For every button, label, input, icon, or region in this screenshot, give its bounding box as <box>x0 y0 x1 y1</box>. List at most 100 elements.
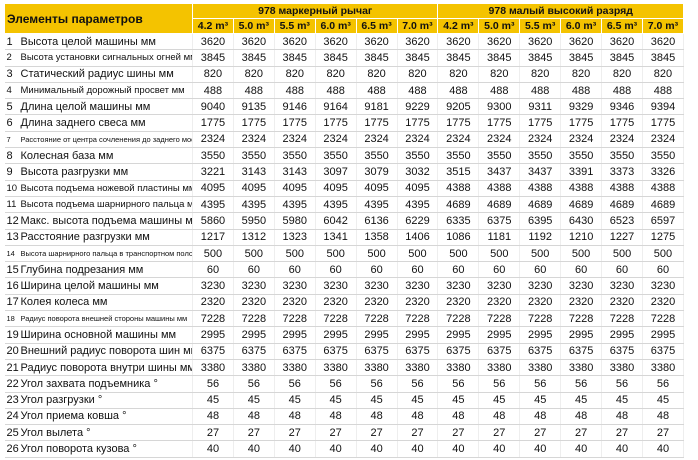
value-cell: 3373 <box>601 163 643 181</box>
value-cell: 3620 <box>315 33 357 51</box>
value-cell: 3620 <box>601 33 643 51</box>
table-row: 2 Высота установки сигнальных огней мм 384… <box>4 49 685 67</box>
value-cell: 3845 <box>478 49 521 67</box>
value-cell: 3380 <box>642 359 685 377</box>
table-row: 19 Ширина основной машины мм 2995 2995 2995 2… <box>4 326 685 344</box>
table-row: 15 Глубина подрезания мм 60 60 60 60 60 60 60 60 6… <box>4 261 685 279</box>
value-cell: 500 <box>437 245 480 263</box>
value-cell: 7228 <box>356 310 398 328</box>
value-cell: 3550 <box>233 147 275 165</box>
value-cell: 27 <box>192 424 234 442</box>
row-number: 8 <box>6 149 13 162</box>
value-cell: 45 <box>274 392 316 409</box>
value-cell: 45 <box>478 392 521 409</box>
value-cell: 3550 <box>356 147 398 165</box>
row-label: Макс. высота подъема машины мм <box>20 214 193 227</box>
row-label: Радиус поворота внутри шины мм <box>20 361 193 374</box>
table-row: 13 Расстояние разгрузки мм 1217 1312 1323 134… <box>4 229 685 246</box>
value-cell: 488 <box>274 82 316 100</box>
value-cell: 2320 <box>478 294 521 312</box>
value-cell: 6375 <box>478 212 521 230</box>
value-cell: 40 <box>315 440 357 458</box>
spec-table: Элементы параметров 978 маркерный рычаг 97… <box>4 3 685 458</box>
value-cell: 820 <box>233 66 275 83</box>
table-row: 23 Угол разгрузки ° 45 45 45 45 45 45 45 45 45 45 45… <box>4 392 685 409</box>
value-cell: 488 <box>356 82 398 100</box>
value-cell: 40 <box>601 440 643 458</box>
value-cell: 6375 <box>642 343 685 360</box>
value-cell: 40 <box>642 440 685 458</box>
value-cell: 48 <box>519 408 562 426</box>
table-row: 20 Внешний радиус поворота шин мм 6375 6375… <box>4 343 685 360</box>
value-cell: 45 <box>315 392 357 409</box>
value-cell: 2995 <box>642 326 685 344</box>
value-cell: 56 <box>478 375 521 393</box>
table-row: 6 Длина заднего свеса мм 1775 1775 1775 1775 1… <box>4 114 685 132</box>
row-label-cell: 9 Высота разгрузки мм <box>4 163 193 181</box>
value-cell: 820 <box>519 66 562 83</box>
value-cell: 2324 <box>437 131 480 149</box>
value-cell: 1406 <box>397 229 439 246</box>
table-row: 1 Высота целой машины мм 3620 3620 3620 3620 3… <box>4 33 685 51</box>
value-cell: 60 <box>519 261 562 279</box>
value-cell: 4388 <box>560 180 603 197</box>
value-cell: 7228 <box>192 310 234 328</box>
value-cell: 3550 <box>519 147 562 165</box>
value-cell: 6375 <box>274 343 316 360</box>
value-cell: 27 <box>478 424 521 442</box>
value-cell: 3230 <box>601 277 643 295</box>
value-cell: 48 <box>192 408 234 426</box>
value-cell: 48 <box>642 408 685 426</box>
value-cell: 60 <box>642 261 685 279</box>
value-cell: 9164 <box>315 98 357 116</box>
value-cell: 9135 <box>233 98 275 116</box>
value-cell: 4388 <box>642 180 685 197</box>
row-number: 11 <box>6 199 17 211</box>
row-label-cell: 8 Колесная база мм <box>4 147 193 165</box>
value-cell: 3620 <box>478 33 521 51</box>
row-label-cell: 6 Длина заднего свеса мм <box>4 114 193 132</box>
value-cell: 2324 <box>642 131 685 149</box>
value-cell: 6229 <box>397 212 439 230</box>
value-cell: 2320 <box>233 294 275 312</box>
value-cell: 2995 <box>315 326 357 344</box>
row-label-cell: 12 Макс. высота подъема машины мм <box>4 212 193 230</box>
value-cell: 9181 <box>356 98 398 116</box>
value-cell: 4395 <box>315 196 357 214</box>
value-cell: 3550 <box>192 147 234 165</box>
row-label: Ширина целой машины мм <box>20 280 159 293</box>
row-label-cell: 13 Расстояние разгрузки мм <box>4 229 193 246</box>
row-number: 16 <box>6 280 19 293</box>
value-cell: 6375 <box>478 343 521 360</box>
value-cell: 3380 <box>315 359 357 377</box>
value-cell: 3845 <box>356 49 398 67</box>
column-header: 5.0 m³ <box>232 18 275 34</box>
column-header: 6.0 m³ <box>560 18 603 34</box>
value-cell: 40 <box>192 440 234 458</box>
row-label: Высота подъема ножевой пластины мм <box>20 182 193 194</box>
value-cell: 3550 <box>397 147 439 165</box>
value-cell: 3550 <box>478 147 521 165</box>
value-cell: 3380 <box>519 359 562 377</box>
value-cell: 500 <box>601 245 643 263</box>
value-cell: 3143 <box>274 163 316 181</box>
row-label-cell: 23 Угол разгрузки ° <box>4 392 193 409</box>
value-cell: 488 <box>437 82 480 100</box>
value-cell: 7228 <box>560 310 603 328</box>
row-number: 18 <box>6 314 15 324</box>
value-cell: 7228 <box>437 310 480 328</box>
value-cell: 2320 <box>192 294 234 312</box>
value-cell: 7228 <box>478 310 521 328</box>
value-cell: 2324 <box>519 131 562 149</box>
value-cell: 500 <box>356 245 398 263</box>
value-cell: 40 <box>274 440 316 458</box>
row-number: 3 <box>6 68 13 81</box>
value-cell: 820 <box>478 66 521 83</box>
value-cell: 1210 <box>560 229 603 246</box>
value-cell: 3380 <box>233 359 275 377</box>
row-number: 5 <box>6 100 13 113</box>
row-label-cell: 19 Ширина основной машины мм <box>4 326 193 344</box>
value-cell: 2320 <box>519 294 562 312</box>
value-cell: 56 <box>192 375 234 393</box>
value-cell: 6597 <box>642 212 685 230</box>
